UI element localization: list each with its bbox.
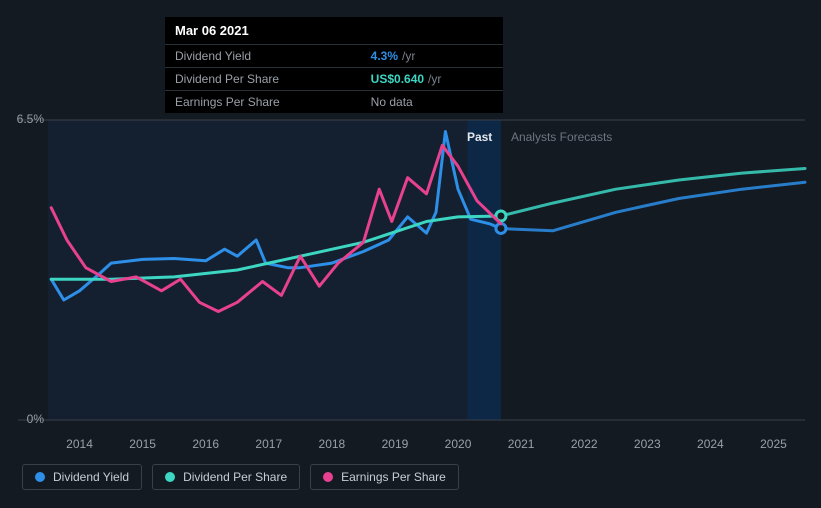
tooltip-row-value: No data xyxy=(361,91,503,114)
x-tick-label: 2023 xyxy=(634,437,661,451)
tooltip-row-value: 4.3%/yr xyxy=(361,45,503,68)
x-tick-label: 2015 xyxy=(129,437,156,451)
legend-item-dividend_yield[interactable]: Dividend Yield xyxy=(22,464,142,490)
past-region-shade xyxy=(48,120,501,420)
series-dividend_per_share-forecast xyxy=(501,169,805,217)
tooltip-title: Mar 06 2021 xyxy=(165,17,503,44)
legend-dot-icon xyxy=(35,472,45,482)
x-tick-label: 2021 xyxy=(508,437,535,451)
x-tick-label: 2020 xyxy=(445,437,472,451)
legend-item-dividend_per_share[interactable]: Dividend Per Share xyxy=(152,464,300,490)
y-tick-label: 0% xyxy=(0,412,44,426)
x-tick-label: 2024 xyxy=(697,437,724,451)
x-tick-label: 2019 xyxy=(382,437,409,451)
x-tick-label: 2014 xyxy=(66,437,93,451)
legend-dot-icon xyxy=(165,472,175,482)
tooltip-row-label: Dividend Yield xyxy=(165,45,361,68)
x-tick-label: 2018 xyxy=(319,437,346,451)
y-tick-label: 6.5% xyxy=(0,112,44,126)
x-tick-label: 2017 xyxy=(255,437,282,451)
legend-item-earnings_per_share[interactable]: Earnings Per Share xyxy=(310,464,459,490)
tooltip-row-value: US$0.640/yr xyxy=(361,68,503,91)
tooltip: Mar 06 2021Dividend Yield4.3%/yrDividend… xyxy=(165,17,503,113)
x-tick-label: 2025 xyxy=(760,437,787,451)
label-forecasts: Analysts Forecasts xyxy=(511,130,612,144)
legend-item-label: Dividend Yield xyxy=(53,470,129,484)
legend-item-label: Dividend Per Share xyxy=(183,470,287,484)
label-past: Past xyxy=(467,130,492,144)
legend-item-label: Earnings Per Share xyxy=(341,470,446,484)
legend: Dividend Yield Dividend Per Share Earnings… xyxy=(22,464,459,490)
highlight-band xyxy=(468,120,501,420)
x-tick-label: 2016 xyxy=(192,437,219,451)
series-dividend_yield-forecast xyxy=(501,182,805,231)
legend-dot-icon xyxy=(323,472,333,482)
tooltip-row-label: Earnings Per Share xyxy=(165,91,361,114)
x-tick-label: 2022 xyxy=(571,437,598,451)
tooltip-row-label: Dividend Per Share xyxy=(165,68,361,91)
